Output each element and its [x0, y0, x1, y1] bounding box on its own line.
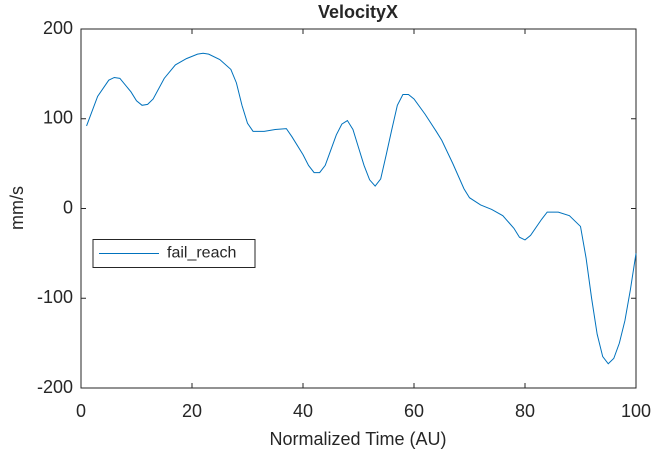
- x-tick-label: 80: [515, 401, 535, 421]
- x-tick-label: 100: [621, 401, 651, 421]
- chart-title: VelocityX: [318, 2, 398, 22]
- data-line: [86, 52, 637, 365]
- x-axis-label: Normalized Time (AU): [269, 429, 446, 449]
- y-tick-label: -200: [37, 377, 73, 397]
- x-tick-label: 40: [293, 401, 313, 421]
- legend-label: fail_reach: [167, 245, 236, 262]
- y-tick-label: 200: [43, 18, 73, 38]
- plot-box: [80, 28, 637, 389]
- y-tick-label: -100: [37, 287, 73, 307]
- x-tick-label: 20: [182, 401, 202, 421]
- x-tick-label: 60: [404, 401, 424, 421]
- y-axis-label: mm/s: [7, 186, 27, 230]
- y-tick-label: 100: [43, 108, 73, 128]
- x-tick-label: 0: [76, 401, 86, 421]
- y-tick-label: 0: [63, 197, 73, 217]
